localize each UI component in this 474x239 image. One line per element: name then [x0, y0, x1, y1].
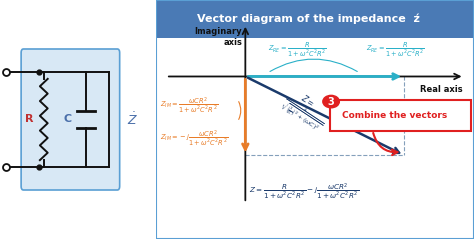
Text: $Z=\dfrac{R}{1+\omega^2C^2R^2}-j\dfrac{\omega CR^2}{1+\omega^2C^2R^2}$: $Z=\dfrac{R}{1+\omega^2C^2R^2}-j\dfrac{\…	[248, 181, 359, 201]
Text: Combine the vectors: Combine the vectors	[342, 111, 447, 120]
Text: $Z_{RE}=\dfrac{R}{1+\omega^2C^2R^2}$: $Z_{RE}=\dfrac{R}{1+\omega^2C^2R^2}$	[267, 42, 327, 59]
Text: $Z_{IM}=\dfrac{\omega CR^2}{1+\omega^2C^2R^2}$: $Z_{IM}=\dfrac{\omega CR^2}{1+\omega^2C^…	[160, 95, 218, 115]
Text: C: C	[63, 114, 71, 125]
Text: $Z=$: $Z=$	[300, 92, 318, 109]
Circle shape	[323, 95, 339, 108]
Text: Imaginary
axis: Imaginary axis	[194, 27, 242, 47]
FancyBboxPatch shape	[21, 49, 119, 190]
Text: $\dot{Z}$: $\dot{Z}$	[128, 111, 138, 128]
Text: 3: 3	[328, 97, 335, 107]
Text: R: R	[25, 114, 33, 125]
Text: $Z_{RE}=\dfrac{R}{1+\omega^2C^2R^2}$: $Z_{RE}=\dfrac{R}{1+\omega^2C^2R^2}$	[366, 42, 425, 59]
Text: Vector diagram of the impedance  ź: Vector diagram of the impedance ź	[197, 14, 420, 24]
Text: Real axis: Real axis	[420, 85, 463, 94]
FancyBboxPatch shape	[156, 0, 474, 38]
FancyBboxPatch shape	[329, 100, 471, 131]
Text: $\dfrac{1}{\sqrt{\left(\frac{1}{R}\right)^2+(\omega C)^2}}$: $\dfrac{1}{\sqrt{\left(\frac{1}{R}\right…	[277, 93, 327, 136]
Text: $Z_{IM}=-j\dfrac{\omega CR^2}{1+\omega^2C^2R^2}$: $Z_{IM}=-j\dfrac{\omega CR^2}{1+\omega^2…	[160, 129, 228, 148]
